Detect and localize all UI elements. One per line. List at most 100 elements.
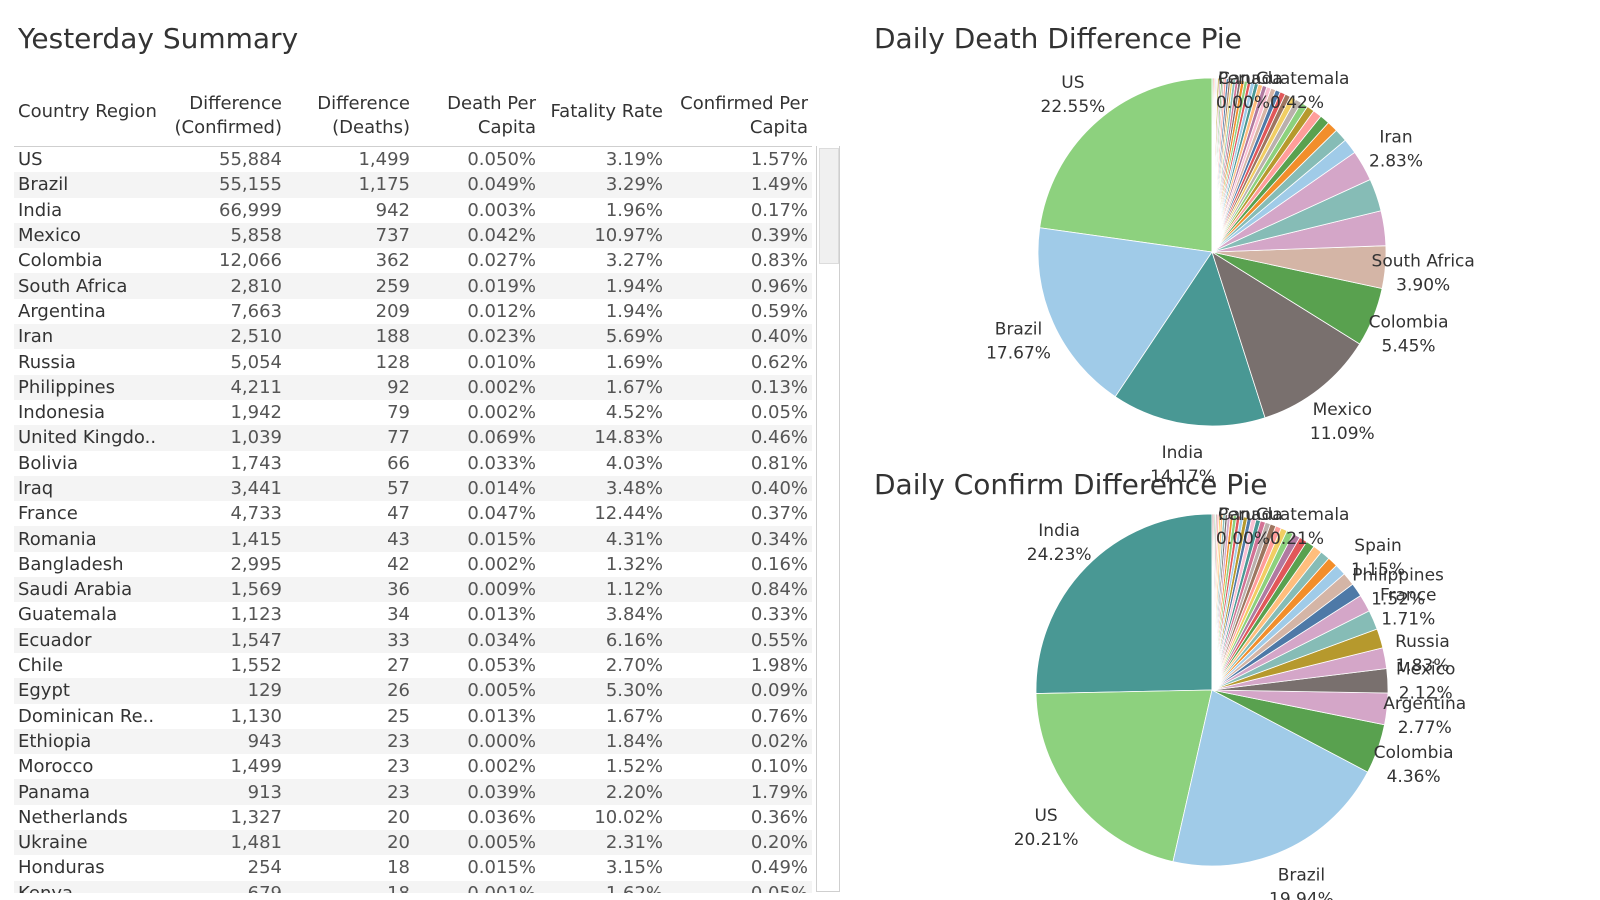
value-cell: 1,499	[230, 756, 282, 778]
value-cell: 1,415	[162, 526, 286, 552]
overlap-slice-percent: 0.00%0.21%	[1216, 529, 1324, 549]
table-row[interactable]: Ethiopia 943 23 0.000% 1.84% 0.02%	[14, 728, 812, 755]
value-cell: 12,066	[219, 250, 282, 272]
table-row[interactable]: Kenya679180.001%1.62%0.05%	[14, 880, 812, 893]
col-header-country[interactable]: Country Region	[14, 80, 162, 146]
col-header-death-per-capita[interactable]: Death Per Capita	[414, 80, 540, 146]
table-row[interactable]: Chile 1,552 27 0.053% 2.70% 1.98%	[14, 653, 812, 678]
col-header-confirmed-per-capita[interactable]: Confirmed Per Capita	[667, 80, 812, 146]
value-cell: 2.31%	[540, 830, 667, 856]
table-row[interactable]: US 55,884 1,499 0.050% 3.19% 1.57%	[14, 147, 812, 172]
table-scrollbar[interactable]	[816, 146, 840, 892]
table-row[interactable]: Argentina 7,663 209 0.012% 1.94% 0.59%	[14, 299, 812, 324]
table-row[interactable]: India 66,999 942 0.003% 1.96% 0.17%	[14, 198, 812, 223]
value-cell: 0.015%	[467, 857, 536, 879]
slice-label: France	[1380, 586, 1437, 606]
pie-slice-india[interactable]	[1114, 251, 1266, 427]
table-row[interactable]: Guatemala 1,123 34 0.013% 3.84% 0.33%	[14, 602, 812, 627]
table-row[interactable]: Dominican Re.. 1,130 25 0.013% 1.67% 0.76%	[14, 704, 812, 729]
table-row[interactable]: Colombia 12,066 362 0.027% 3.27% 0.83%	[14, 248, 812, 273]
value-cell: 1,039	[162, 425, 286, 451]
slice-label: Brazil	[1278, 865, 1325, 885]
value-cell: 0.33%	[750, 604, 808, 626]
pie-slice[interactable]	[1211, 513, 1214, 691]
value-cell: 0.069%	[414, 425, 540, 451]
value-cell: 3.48%	[540, 475, 667, 502]
pie-slice-brazil[interactable]	[1037, 227, 1213, 398]
scrollbar-thumb[interactable]	[819, 148, 839, 264]
pie-slice[interactable]	[1211, 77, 1214, 253]
country-cell: Argentina	[18, 300, 106, 322]
table-row[interactable]: Netherlands 1,327 20 0.036% 10.02% 0.36%	[14, 805, 812, 830]
slice-label: US	[1061, 73, 1084, 93]
table-row[interactable]: Iran 2,510 188 0.023% 5.69% 0.40%	[14, 324, 812, 350]
value-cell: 1,327	[230, 806, 282, 828]
country-cell: Egypt	[14, 678, 162, 704]
slice-label: US	[1034, 806, 1057, 826]
slice-percent: 1.52%	[1371, 589, 1425, 609]
table-row[interactable]: Ecuador 1,547 33 0.034% 6.16% 0.55%	[14, 627, 812, 653]
confirm-pie-chart: India 24.23% US 20.21% Brazil 19.94% Colombia 4…	[1014, 505, 1467, 900]
pie-slice-brazil[interactable]	[1172, 689, 1369, 867]
value-cell: 0.34%	[667, 526, 812, 552]
value-cell: 47	[387, 503, 410, 525]
value-cell: 0.37%	[750, 503, 808, 525]
col-header-fatality-rate[interactable]: Fatality Rate	[540, 80, 667, 146]
table-row[interactable]: Russia 5,054 128 0.010% 1.69% 0.62%	[14, 349, 812, 374]
col-header-diff-confirmed-label: Difference (Confirmed)	[174, 93, 283, 138]
col-header-diff-deaths[interactable]: Difference (Deaths)	[286, 80, 414, 146]
table-row[interactable]: France 4,733 47 0.047% 12.44% 0.37%	[14, 501, 812, 526]
value-cell: 33	[286, 627, 414, 653]
table-row[interactable]: Iraq 3,441 57 0.014% 3.48% 0.40%	[14, 475, 812, 502]
table-row[interactable]: Mexico 5,858 737 0.042% 10.97% 0.39%	[14, 222, 812, 249]
value-cell: 18	[387, 857, 410, 879]
table-row[interactable]: Egypt 129 26 0.005% 5.30% 0.09%	[14, 678, 812, 704]
table-row[interactable]: Indonesia 1,942 79 0.002% 4.52% 0.05%	[14, 400, 812, 425]
slice-label: Brazil	[995, 320, 1042, 340]
value-cell: 92	[286, 374, 414, 400]
table-row[interactable]: Saudi Arabia 1,569 36 0.009% 1.12% 0.84%	[14, 577, 812, 603]
pie-slice-us[interactable]	[1039, 77, 1213, 253]
table-row[interactable]: Romania 1,415 43 0.015% 4.31% 0.34%	[14, 526, 812, 552]
confirm-pie-title: Daily Confirm Difference Pie	[874, 468, 1268, 501]
value-cell: 1.67%	[605, 705, 663, 727]
pie-slice-mexico[interactable]	[1211, 251, 1361, 419]
table-row[interactable]: Ukraine 1,481 20 0.005% 2.31% 0.20%	[14, 830, 812, 856]
table-row[interactable]: Bangladesh 2,995 42 0.002% 1.32% 0.16%	[14, 552, 812, 577]
pie-slice-india[interactable]	[1035, 513, 1213, 694]
value-cell: 0.015%	[414, 526, 540, 552]
value-cell: 679	[162, 880, 286, 893]
col-header-country-label: Country Region	[18, 101, 157, 122]
table-row[interactable]: United Kingdo.. 1,039 77 0.069% 14.83% 0.46%	[14, 425, 812, 451]
table-row[interactable]: South Africa 2,810 259 0.019% 1.94% 0.96%	[14, 273, 812, 299]
country-cell: Indonesia	[18, 402, 106, 424]
table-row[interactable]: Panama 913 23 0.039% 2.20% 1.79%	[14, 779, 812, 805]
country-cell: Honduras	[18, 857, 105, 879]
slice-percent: 1.15%	[1351, 560, 1405, 580]
table-row[interactable]: Brazil 55,155 1,175 0.049% 3.29% 1.49%	[14, 172, 812, 198]
country-cell: Mexico	[14, 222, 162, 249]
value-cell: 0.39%	[667, 222, 812, 249]
value-cell: 0.02%	[667, 728, 812, 755]
slice-percent: 2.12%	[1399, 684, 1453, 704]
value-cell: 0.013%	[467, 604, 536, 626]
country-cell: Chile	[18, 655, 64, 677]
table-body[interactable]: US 55,884 1,499 0.050% 3.19% 1.57% Brazil 55,15…	[14, 146, 812, 893]
value-cell: 128	[375, 351, 410, 373]
table-row[interactable]: Morocco 1,499 23 0.002% 1.52% 0.10%	[14, 754, 812, 779]
pie-slice-us[interactable]	[1035, 689, 1213, 863]
country-cell: Russia	[18, 351, 76, 373]
value-cell: 0.005%	[414, 830, 540, 856]
value-cell: 42	[387, 553, 410, 575]
value-cell: 1,123	[230, 604, 282, 626]
country-cell: Philippines	[14, 374, 162, 400]
col-header-diff-confirmed[interactable]: Difference (Confirmed)	[162, 80, 286, 146]
value-cell: 20	[387, 806, 410, 828]
value-cell: 0.81%	[750, 452, 808, 474]
country-cell: Colombia	[18, 250, 103, 272]
table-row[interactable]: Bolivia 1,743 66 0.033% 4.03% 0.81%	[14, 451, 812, 476]
value-cell: 0.002%	[467, 756, 536, 778]
table-row[interactable]: Philippines 4,211 92 0.002% 1.67% 0.13%	[14, 374, 812, 400]
table-row[interactable]: Honduras 254 18 0.015% 3.15% 0.49%	[14, 855, 812, 880]
country-cell: US	[18, 149, 43, 171]
